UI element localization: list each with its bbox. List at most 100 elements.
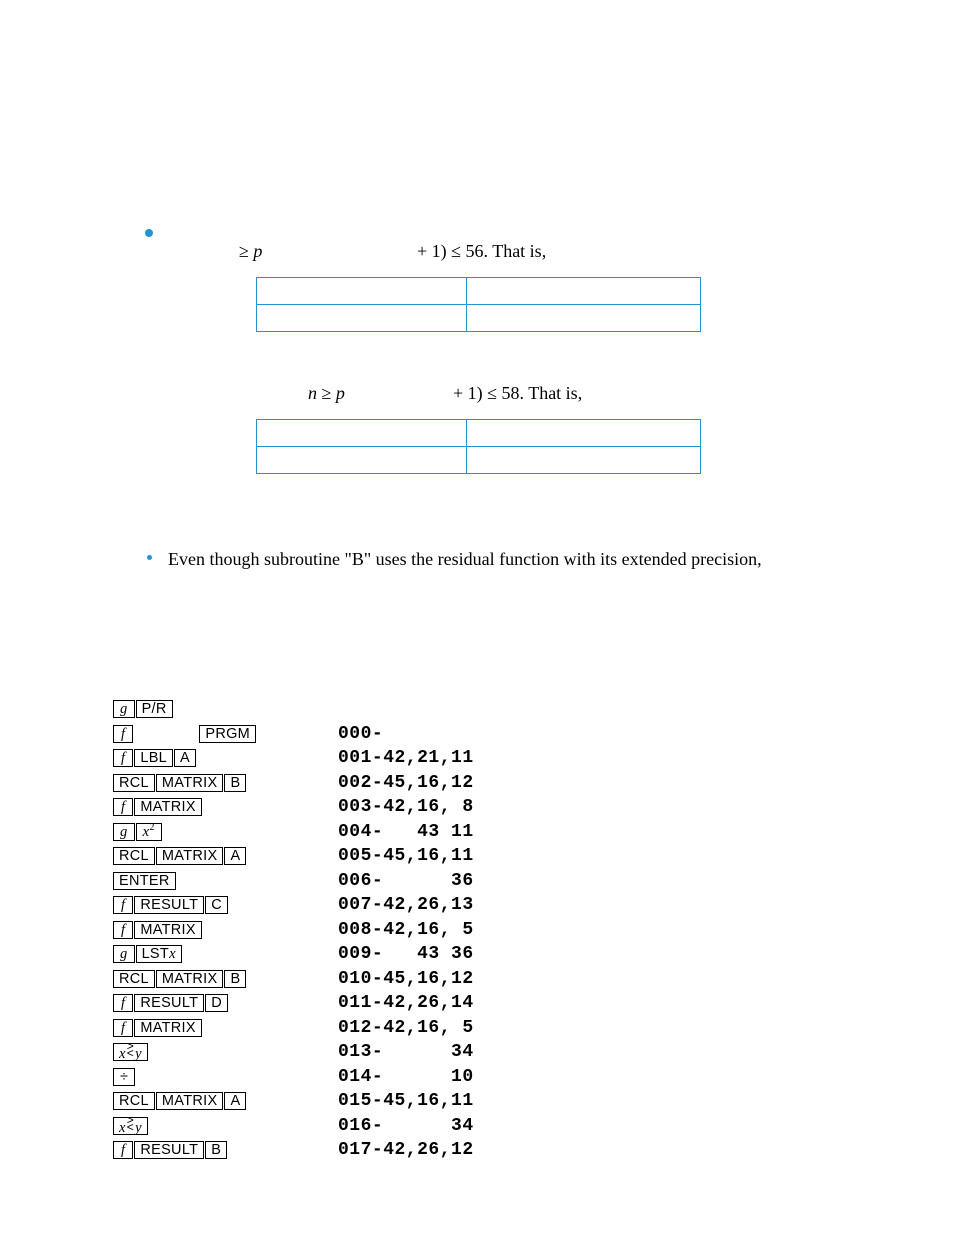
program-row: fRESULTB 017-42,26,12 bbox=[113, 1138, 474, 1163]
keycode-cell: 011-42,26,14 bbox=[338, 993, 474, 1013]
keystroke-cell: ÷ bbox=[113, 1068, 338, 1086]
cond-2-rhs: + 1) ≤ 58. That is, bbox=[453, 383, 582, 404]
key-matrix: MATRIX bbox=[134, 1019, 202, 1037]
key-x-swap-y: x><y bbox=[113, 1117, 148, 1135]
key-f: f bbox=[113, 1141, 133, 1159]
key-f: f bbox=[113, 1019, 133, 1037]
keycode-cell: 016- 34 bbox=[338, 1116, 474, 1136]
keycode-cell: 013- 34 bbox=[338, 1042, 474, 1062]
key-g: g bbox=[113, 823, 135, 841]
cond-1-rhs: + 1) ≤ 56. That is, bbox=[417, 241, 546, 262]
key-rcl: RCL bbox=[113, 847, 155, 865]
program-row: fMATRIX012-42,16, 5 bbox=[113, 1016, 474, 1041]
key-lbl: LBL bbox=[134, 749, 173, 767]
key-d: D bbox=[205, 994, 228, 1012]
keycode-cell: 017-42,26,12 bbox=[338, 1140, 474, 1160]
key-matrix: MATRIX bbox=[156, 970, 224, 988]
keycode-cell: 005-45,16,11 bbox=[338, 846, 474, 866]
table-2 bbox=[256, 419, 701, 474]
ge-sym-2: ≥ bbox=[317, 383, 336, 403]
keycode-cell: 009- 43 36 bbox=[338, 944, 474, 964]
bullet-2 bbox=[147, 555, 152, 560]
keystroke-cell: fPRGM bbox=[113, 725, 338, 743]
key-rcl: RCL bbox=[113, 774, 155, 792]
program-row: x><y 013- 34 bbox=[113, 1040, 474, 1065]
keystroke-cell: gx2 bbox=[113, 823, 338, 841]
key-divide: ÷ bbox=[113, 1068, 135, 1086]
key-pr: P/R bbox=[136, 700, 173, 718]
program-row: ENTER006- 36 bbox=[113, 869, 474, 894]
keystroke-cell: RCLMATRIXB bbox=[113, 774, 338, 792]
keystroke-cell: gP/R bbox=[113, 700, 338, 718]
program-row: gP/R bbox=[113, 697, 474, 722]
keycode-cell: 015-45,16,11 bbox=[338, 1091, 474, 1111]
keycode-cell: 000- bbox=[338, 724, 383, 744]
program-listing: gP/RfPRGM000-fLBLA001-42,21,11RCLMATRIXB… bbox=[113, 697, 474, 1163]
key-a: A bbox=[224, 847, 246, 865]
key-f: f bbox=[113, 896, 133, 914]
key-g: g bbox=[113, 700, 135, 718]
keystroke-cell: fMATRIX bbox=[113, 798, 338, 816]
program-row: fMATRIX008-42,16, 5 bbox=[113, 918, 474, 943]
key-x-squared: x2 bbox=[136, 823, 162, 841]
keycode-cell: 003-42,16, 8 bbox=[338, 797, 474, 817]
keystroke-cell: fMATRIX bbox=[113, 921, 338, 939]
program-row: RCLMATRIXA005-45,16,11 bbox=[113, 844, 474, 869]
key-g: g bbox=[113, 945, 135, 963]
key-matrix: MATRIX bbox=[156, 774, 224, 792]
key-f: f bbox=[113, 921, 133, 939]
key-result: RESULT bbox=[134, 994, 204, 1012]
keystroke-cell: RCLMATRIXA bbox=[113, 1092, 338, 1110]
program-row: gx2004- 43 11 bbox=[113, 820, 474, 845]
key-f: f bbox=[113, 994, 133, 1012]
key-a: A bbox=[174, 749, 196, 767]
var-p: p bbox=[253, 241, 262, 261]
key-matrix: MATRIX bbox=[156, 1092, 224, 1110]
ge-sym: ≥ bbox=[239, 241, 253, 261]
keycode-cell: 007-42,26,13 bbox=[338, 895, 474, 915]
keystroke-cell: fRESULTD bbox=[113, 994, 338, 1012]
program-row: fPRGM000- bbox=[113, 722, 474, 747]
keystroke-cell: x><y bbox=[113, 1043, 338, 1061]
keystroke-cell: RCLMATRIXA bbox=[113, 847, 338, 865]
keycode-cell: 010-45,16,12 bbox=[338, 969, 474, 989]
table-1 bbox=[256, 277, 701, 332]
program-row: RCLMATRIXB002-45,16,12 bbox=[113, 771, 474, 796]
key-x-swap-y: x><y bbox=[113, 1043, 148, 1061]
key-b: B bbox=[224, 970, 246, 988]
cond-1-lhs: ≥ p bbox=[239, 241, 262, 262]
var-n: n bbox=[308, 383, 317, 403]
program-row: fRESULTC 007-42,26,13 bbox=[113, 893, 474, 918]
key-b: B bbox=[224, 774, 246, 792]
key-f: f bbox=[113, 798, 133, 816]
program-row: fRESULTD011-42,26,14 bbox=[113, 991, 474, 1016]
keycode-cell: 008-42,16, 5 bbox=[338, 920, 474, 940]
note-text: Even though subroutine "B" uses the resi… bbox=[168, 547, 858, 571]
keycode-cell: 006- 36 bbox=[338, 871, 474, 891]
keystroke-cell: fLBLA bbox=[113, 749, 338, 767]
page-root: ≥ p + 1) ≤ 56. That is, n ≥ p + 1) ≤ 58.… bbox=[0, 0, 954, 1235]
program-row: RCLMATRIXB010-45,16,12 bbox=[113, 967, 474, 992]
program-row: x><y 016- 34 bbox=[113, 1114, 474, 1139]
program-row: RCLMATRIXA015-45,16,11 bbox=[113, 1089, 474, 1114]
keycode-cell: 014- 10 bbox=[338, 1067, 474, 1087]
keycode-cell: 001-42,21,11 bbox=[338, 748, 474, 768]
key-rcl: RCL bbox=[113, 970, 155, 988]
program-row: ÷ 014- 10 bbox=[113, 1065, 474, 1090]
keycode-cell: 004- 43 11 bbox=[338, 822, 474, 842]
key-f: f bbox=[113, 749, 133, 767]
key-b: B bbox=[205, 1141, 227, 1159]
key-f: f bbox=[113, 725, 133, 743]
key-a: A bbox=[224, 1092, 246, 1110]
key-c: C bbox=[205, 896, 228, 914]
program-row: fLBLA001-42,21,11 bbox=[113, 746, 474, 771]
keystroke-cell: gLSTx bbox=[113, 945, 338, 963]
key-result: RESULT bbox=[134, 1141, 204, 1159]
key-result: RESULT bbox=[134, 896, 204, 914]
keystroke-cell: RCLMATRIXB bbox=[113, 970, 338, 988]
program-row: gLSTx009- 43 36 bbox=[113, 942, 474, 967]
bullet-1 bbox=[145, 229, 153, 237]
program-row: fMATRIX003-42,16, 8 bbox=[113, 795, 474, 820]
keystroke-cell: ENTER bbox=[113, 872, 338, 890]
var-p-2: p bbox=[336, 383, 345, 403]
